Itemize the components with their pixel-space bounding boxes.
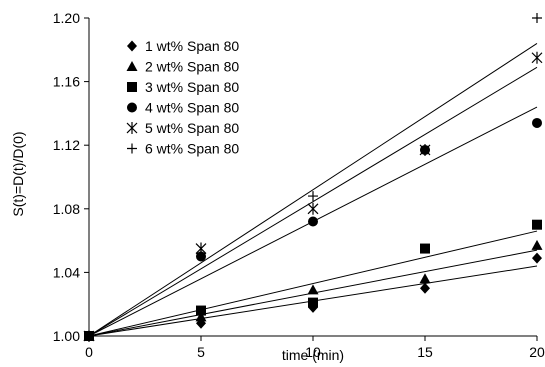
- x-tick-label: 0: [85, 344, 93, 360]
- x-tick-label: 15: [417, 344, 433, 360]
- fit-line-3: [88, 230, 538, 337]
- point-triangle: [307, 284, 319, 295]
- x-tick-label: 20: [529, 344, 545, 360]
- y-tick-label: 1.12: [53, 137, 80, 153]
- point-circle: [308, 216, 318, 227]
- y-tick-label: 1.20: [53, 10, 80, 26]
- point-asterisk: [307, 202, 319, 215]
- point-plus: [196, 248, 206, 259]
- legend-marker-asterisk: [126, 122, 138, 134]
- fit-line-6: [88, 43, 538, 337]
- data-markers: [83, 13, 543, 342]
- x-tick-label: 5: [197, 344, 205, 360]
- point-diamond: [420, 282, 430, 294]
- point-plus: [420, 144, 430, 155]
- legend-label: 3 wt% Span 80: [145, 79, 239, 95]
- legend-label: 1 wt% Span 80: [145, 38, 239, 54]
- x-axis-label: time (min): [282, 347, 344, 363]
- point-square: [420, 243, 430, 254]
- y-tick-label: 1.16: [53, 74, 80, 90]
- axes: 0 5 10 15 20 1.00 1.04 1.08 1.12 1.16 1.20: [53, 10, 545, 360]
- point-triangle: [195, 311, 207, 322]
- y-tick-label: 1.04: [53, 264, 80, 280]
- fit-line-5: [88, 66, 538, 337]
- x-tick-label: 10: [305, 344, 321, 360]
- legend-marker-plus: [127, 143, 137, 154]
- y-tick-label: 1.08: [53, 201, 80, 217]
- legend-marker-square: [127, 82, 137, 92]
- y-axis-label: S(t)=D(t)/D(0): [10, 131, 26, 216]
- legend-marker-diamond: [127, 40, 137, 52]
- legend-marker-circle: [127, 102, 137, 113]
- legend-marker-triangle: [126, 61, 138, 71]
- point-plus: [308, 191, 318, 202]
- point-triangle: [419, 273, 431, 284]
- point-triangle: [531, 239, 543, 250]
- legend-label: 5 wt% Span 80: [145, 120, 239, 136]
- point-plus: [84, 331, 94, 341]
- legend-label: 4 wt% Span 80: [145, 100, 239, 116]
- y-tick-label: 1.00: [53, 328, 80, 344]
- point-square: [196, 305, 206, 316]
- point-plus: [532, 13, 542, 23]
- point-diamond: [532, 252, 542, 264]
- legend-label: 2 wt% Span 80: [145, 59, 239, 75]
- point-square: [308, 297, 318, 308]
- point-square: [532, 219, 542, 230]
- legend-label: 6 wt% Span 80: [145, 141, 239, 157]
- point-asterisk: [531, 51, 543, 64]
- legend: 1 wt% Span 80 2 wt% Span 80 3 wt% Span 80 4…: [126, 38, 239, 157]
- point-circle: [532, 117, 542, 128]
